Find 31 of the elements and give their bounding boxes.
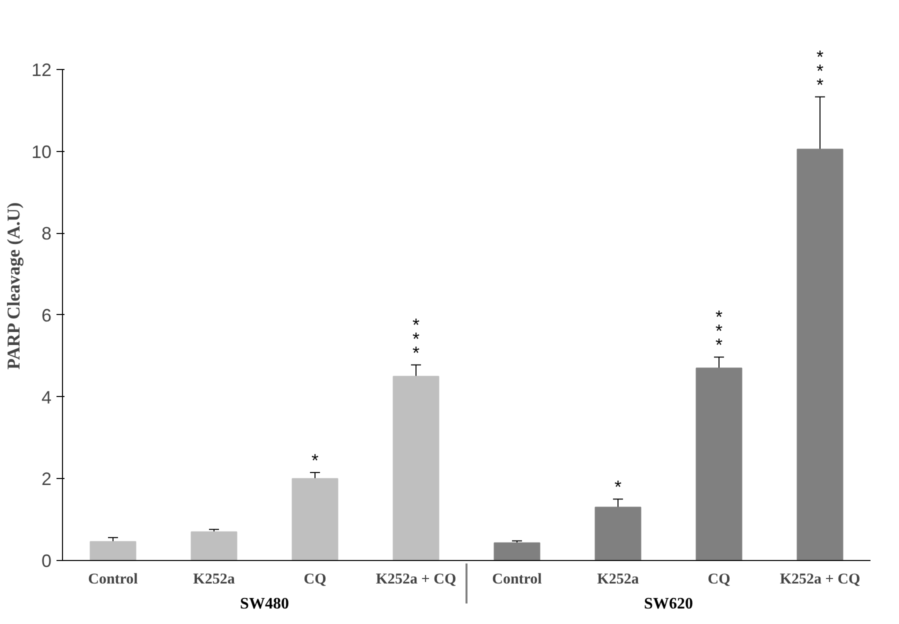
y-tick-label: 12 [31,60,52,80]
y-tick-label: 2 [41,469,52,490]
x-tick-label: K252a [193,572,236,588]
x-tick-label: K252a [597,572,640,588]
x-tick-label: Control [492,572,542,588]
bar [392,376,440,560]
data-label: * [312,450,319,471]
x-tick-label: CQ [304,572,327,588]
bar [594,506,642,560]
bar [796,148,844,560]
data-label: * [614,477,622,498]
y-tick-label: 6 [41,305,52,326]
data-label: *** [816,46,824,95]
y-tick-label: 4 [41,387,52,408]
x-tick-label: CQ [708,572,731,588]
y-tick-label: 0 [41,551,52,571]
data-label: *** [716,307,723,356]
data-label: *** [412,314,420,363]
x-tick-label: K252a + CQ [376,572,456,588]
text: SW480 [240,596,289,612]
bar [696,368,742,560]
bar [90,541,136,560]
x-tick-label: K252a + CQ [780,572,860,588]
y-tick-label: 10 [31,142,52,162]
y-axis-title: PARP Cleavage (A.U) [3,202,24,370]
bar [494,542,540,560]
y-tick-label: 8 [41,224,52,244]
x-tick-label: Control [88,572,138,588]
bar [190,531,238,560]
text: SW620 [644,596,693,612]
bar [292,478,338,560]
